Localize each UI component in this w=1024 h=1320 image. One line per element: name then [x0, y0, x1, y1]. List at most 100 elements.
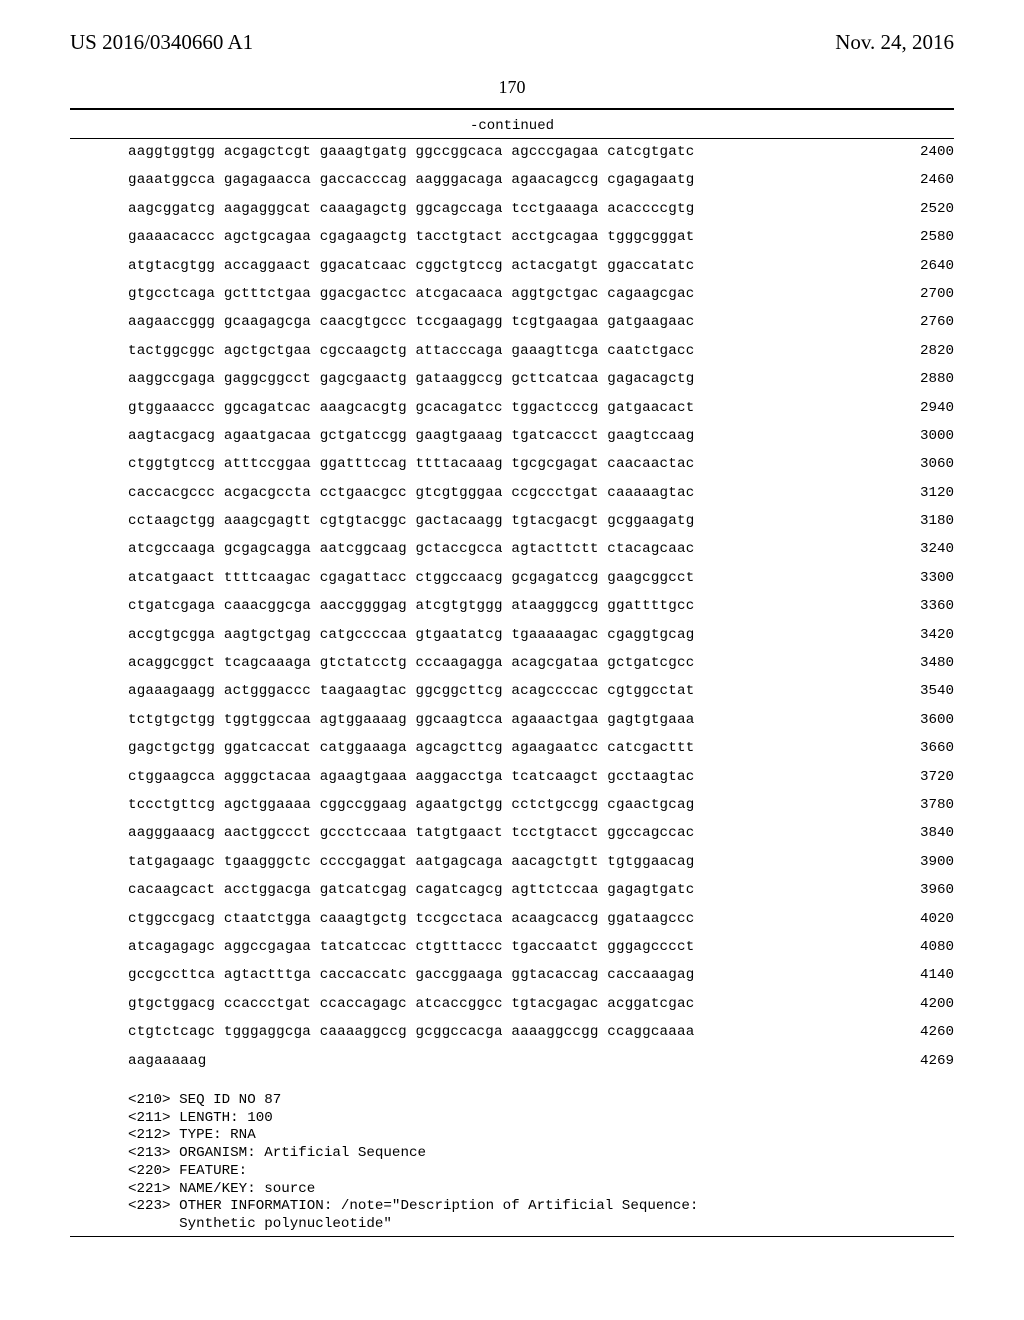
sequence-groups: atcgccaaga gcgagcagga aatcggcaag gctaccg…	[128, 542, 694, 556]
sequence-groups: tatgagaagc tgaagggctc ccccgaggat aatgagc…	[128, 855, 694, 869]
sequence-row: acaggcggct tcagcaaaga gtctatcctg cccaaga…	[128, 656, 954, 670]
rule-top	[70, 108, 954, 110]
sequence-position: 2760	[876, 315, 954, 329]
sequence-row: aagtacgacg agaatgacaa gctgatccgg gaagtga…	[128, 429, 954, 443]
sequence-position: 4200	[876, 997, 954, 1011]
sequence-groups: aaggtggtgg acgagctcgt gaaagtgatg ggccggc…	[128, 145, 694, 159]
sequence-groups: tccctgttcg agctggaaaa cggccggaag agaatgc…	[128, 798, 694, 812]
sequence-row: gtgcctcaga gctttctgaa ggacgactcc atcgaca…	[128, 287, 954, 301]
sequence-row: agaaagaagg actgggaccc taagaagtac ggcggct…	[128, 684, 954, 698]
sequence-groups: gtgcctcaga gctttctgaa ggacgactcc atcgaca…	[128, 287, 694, 301]
sequence-position: 3600	[876, 713, 954, 727]
sequence-position: 2700	[876, 287, 954, 301]
sequence-groups: aaggccgaga gaggcggcct gagcgaactg gataagg…	[128, 372, 694, 386]
sequence-row: tctgtgctgg tggtggccaa agtggaaaag ggcaagt…	[128, 713, 954, 727]
sequence-position: 3180	[876, 514, 954, 528]
sequence-position: 4020	[876, 912, 954, 926]
rule-under-continued	[70, 138, 954, 139]
sequence-groups: ctggtgtccg atttccggaa ggatttccag ttttaca…	[128, 457, 694, 471]
sequence-position: 4269	[876, 1054, 954, 1068]
rule-bottom	[70, 1236, 954, 1237]
sequence-row: cctaagctgg aaagcgagtt cgtgtacggc gactaca…	[128, 514, 954, 528]
publication-date: Nov. 24, 2016	[835, 30, 954, 55]
continued-label: -continued	[0, 118, 1024, 134]
sequence-groups: ctggccgacg ctaatctgga caaagtgctg tccgcct…	[128, 912, 694, 926]
sequence-row: atgtacgtgg accaggaact ggacatcaac cggctgt…	[128, 259, 954, 273]
publication-number: US 2016/0340660 A1	[70, 30, 253, 55]
sequence-position: 2820	[876, 344, 954, 358]
sequence-groups: gtggaaaccc ggcagatcac aaagcacgtg gcacaga…	[128, 401, 694, 415]
sequence-groups: gtgctggacg ccaccctgat ccaccagagc atcaccg…	[128, 997, 694, 1011]
sequence-row: aaggtggtgg acgagctcgt gaaagtgatg ggccggc…	[128, 145, 954, 159]
page: US 2016/0340660 A1 Nov. 24, 2016 170 -co…	[0, 0, 1024, 1320]
sequence-row: aagaaaaag 4269	[128, 1054, 954, 1068]
sequence-position: 3480	[876, 656, 954, 670]
page-number: 170	[0, 77, 1024, 98]
sequence-row: caccacgccc acgacgccta cctgaacgcc gtcgtgg…	[128, 486, 954, 500]
sequence-row: ctggccgacg ctaatctgga caaagtgctg tccgcct…	[128, 912, 954, 926]
sequence-groups: atcagagagc aggccgagaa tatcatccac ctgttta…	[128, 940, 694, 954]
sequence-groups: ctggaagcca agggctacaa agaagtgaaa aaggacc…	[128, 770, 694, 784]
sequence-row: tatgagaagc tgaagggctc ccccgaggat aatgagc…	[128, 855, 954, 869]
sequence-row: gccgccttca agtactttga caccaccatc gaccgga…	[128, 968, 954, 982]
sequence-row: ctggaagcca agggctacaa agaagtgaaa aaggacc…	[128, 770, 954, 784]
sequence-position: 4080	[876, 940, 954, 954]
sequence-groups: caccacgccc acgacgccta cctgaacgcc gtcgtgg…	[128, 486, 694, 500]
sequence-row: aagaaccggg gcaagagcga caacgtgccc tccgaag…	[128, 315, 954, 329]
sequence-position: 3840	[876, 826, 954, 840]
sequence-groups: cctaagctgg aaagcgagtt cgtgtacggc gactaca…	[128, 514, 694, 528]
sequence-row: atcatgaact ttttcaagac cgagattacc ctggcca…	[128, 571, 954, 585]
sequence-groups: tctgtgctgg tggtggccaa agtggaaaag ggcaagt…	[128, 713, 694, 727]
sequence-row: accgtgcgga aagtgctgag catgccccaa gtgaata…	[128, 628, 954, 642]
sequence-position: 3360	[876, 599, 954, 613]
sequence-groups: accgtgcgga aagtgctgag catgccccaa gtgaata…	[128, 628, 694, 642]
sequence-row: gtgctggacg ccaccctgat ccaccagagc atcaccg…	[128, 997, 954, 1011]
sequence-row: aaggccgaga gaggcggcct gagcgaactg gataagg…	[128, 372, 954, 386]
sequence-position: 3300	[876, 571, 954, 585]
sequence-row: cacaagcact acctggacga gatcatcgag cagatca…	[128, 883, 954, 897]
sequence-groups: ctgatcgaga caaacggcga aaccggggag atcgtgt…	[128, 599, 694, 613]
sequence-row: gaaatggcca gagagaacca gaccacccag aagggac…	[128, 173, 954, 187]
sequence-position: 3060	[876, 457, 954, 471]
sequence-position: 3960	[876, 883, 954, 897]
sequence-row: atcgccaaga gcgagcagga aatcggcaag gctaccg…	[128, 542, 954, 556]
sequence-groups: aagaaaaag	[128, 1054, 206, 1068]
sequence-position: 3240	[876, 542, 954, 556]
sequence-groups: gagctgctgg ggatcaccat catggaaaga agcagct…	[128, 741, 694, 755]
sequence-groups: ctgtctcagc tgggaggcga caaaaggccg gcggcca…	[128, 1025, 694, 1039]
sequence-position: 3000	[876, 429, 954, 443]
sequence-position: 3720	[876, 770, 954, 784]
sequence-position: 3120	[876, 486, 954, 500]
metadata-block: <210> SEQ ID NO 87 <211> LENGTH: 100 <21…	[0, 1082, 1024, 1234]
sequence-row: ctgtctcagc tgggaggcga caaaaggccg gcggcca…	[128, 1025, 954, 1039]
sequence-row: ctgatcgaga caaacggcga aaccggggag atcgtgt…	[128, 599, 954, 613]
sequence-groups: atgtacgtgg accaggaact ggacatcaac cggctgt…	[128, 259, 694, 273]
sequence-position: 2520	[876, 202, 954, 216]
sequence-position: 2580	[876, 230, 954, 244]
sequence-position: 4260	[876, 1025, 954, 1039]
sequence-groups: aagcggatcg aagagggcat caaagagctg ggcagcc…	[128, 202, 694, 216]
sequence-position: 2640	[876, 259, 954, 273]
sequence-row: gaaaacaccc agctgcagaa cgagaagctg tacctgt…	[128, 230, 954, 244]
sequence-row: tccctgttcg agctggaaaa cggccggaag agaatgc…	[128, 798, 954, 812]
sequence-row: gagctgctgg ggatcaccat catggaaaga agcagct…	[128, 741, 954, 755]
sequence-position: 3660	[876, 741, 954, 755]
sequence-groups: gaaaacaccc agctgcagaa cgagaagctg tacctgt…	[128, 230, 694, 244]
sequence-position: 3900	[876, 855, 954, 869]
header-row: US 2016/0340660 A1 Nov. 24, 2016	[0, 0, 1024, 55]
sequence-groups: atcatgaact ttttcaagac cgagattacc ctggcca…	[128, 571, 694, 585]
sequence-position: 3780	[876, 798, 954, 812]
sequence-groups: gaaatggcca gagagaacca gaccacccag aagggac…	[128, 173, 694, 187]
sequence-row: atcagagagc aggccgagaa tatcatccac ctgttta…	[128, 940, 954, 954]
sequence-position: 2400	[876, 145, 954, 159]
sequence-groups: tactggcggc agctgctgaa cgccaagctg attaccc…	[128, 344, 694, 358]
sequence-groups: gccgccttca agtactttga caccaccatc gaccgga…	[128, 968, 694, 982]
sequence-groups: aagtacgacg agaatgacaa gctgatccgg gaagtga…	[128, 429, 694, 443]
sequence-row: gtggaaaccc ggcagatcac aaagcacgtg gcacaga…	[128, 401, 954, 415]
sequence-position: 2940	[876, 401, 954, 415]
sequence-row: ctggtgtccg atttccggaa ggatttccag ttttaca…	[128, 457, 954, 471]
sequence-groups: aagggaaacg aactggccct gccctccaaa tatgtga…	[128, 826, 694, 840]
sequence-position: 2460	[876, 173, 954, 187]
sequence-position: 3420	[876, 628, 954, 642]
sequence-row: aagggaaacg aactggccct gccctccaaa tatgtga…	[128, 826, 954, 840]
